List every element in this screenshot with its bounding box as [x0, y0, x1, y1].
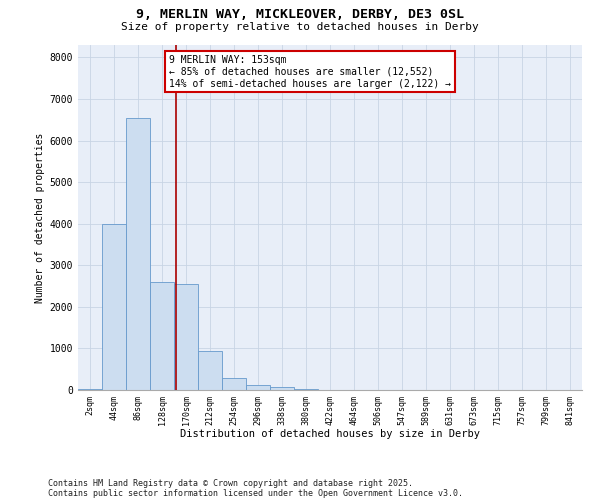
- X-axis label: Distribution of detached houses by size in Derby: Distribution of detached houses by size …: [180, 429, 480, 439]
- Text: 9 MERLIN WAY: 153sqm
← 85% of detached houses are smaller (12,552)
14% of semi-d: 9 MERLIN WAY: 153sqm ← 85% of detached h…: [169, 56, 451, 88]
- Y-axis label: Number of detached properties: Number of detached properties: [35, 132, 46, 302]
- Bar: [222, 378, 246, 390]
- Bar: [126, 118, 150, 390]
- Bar: [294, 389, 318, 390]
- Text: Size of property relative to detached houses in Derby: Size of property relative to detached ho…: [121, 22, 479, 32]
- Bar: [246, 384, 270, 390]
- Bar: [174, 284, 198, 390]
- Text: 9, MERLIN WAY, MICKLEOVER, DERBY, DE3 0SL: 9, MERLIN WAY, MICKLEOVER, DERBY, DE3 0S…: [136, 8, 464, 20]
- Text: Contains HM Land Registry data © Crown copyright and database right 2025.: Contains HM Land Registry data © Crown c…: [48, 478, 413, 488]
- Bar: [102, 224, 126, 390]
- Bar: [198, 350, 222, 390]
- Bar: [78, 389, 102, 390]
- Text: Contains public sector information licensed under the Open Government Licence v3: Contains public sector information licen…: [48, 488, 463, 498]
- Bar: [270, 386, 294, 390]
- Bar: [150, 282, 174, 390]
